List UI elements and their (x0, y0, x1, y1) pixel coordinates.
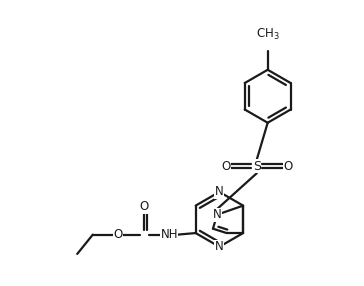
Text: O: O (221, 160, 230, 173)
Text: O: O (283, 160, 293, 173)
Text: CH$_3$: CH$_3$ (256, 27, 280, 42)
Text: O: O (140, 200, 149, 213)
Text: N: N (215, 185, 224, 198)
Text: NH: NH (161, 228, 178, 241)
Text: S: S (253, 160, 261, 173)
Text: N: N (215, 240, 224, 253)
Text: N: N (213, 208, 221, 221)
Text: O: O (113, 228, 122, 241)
